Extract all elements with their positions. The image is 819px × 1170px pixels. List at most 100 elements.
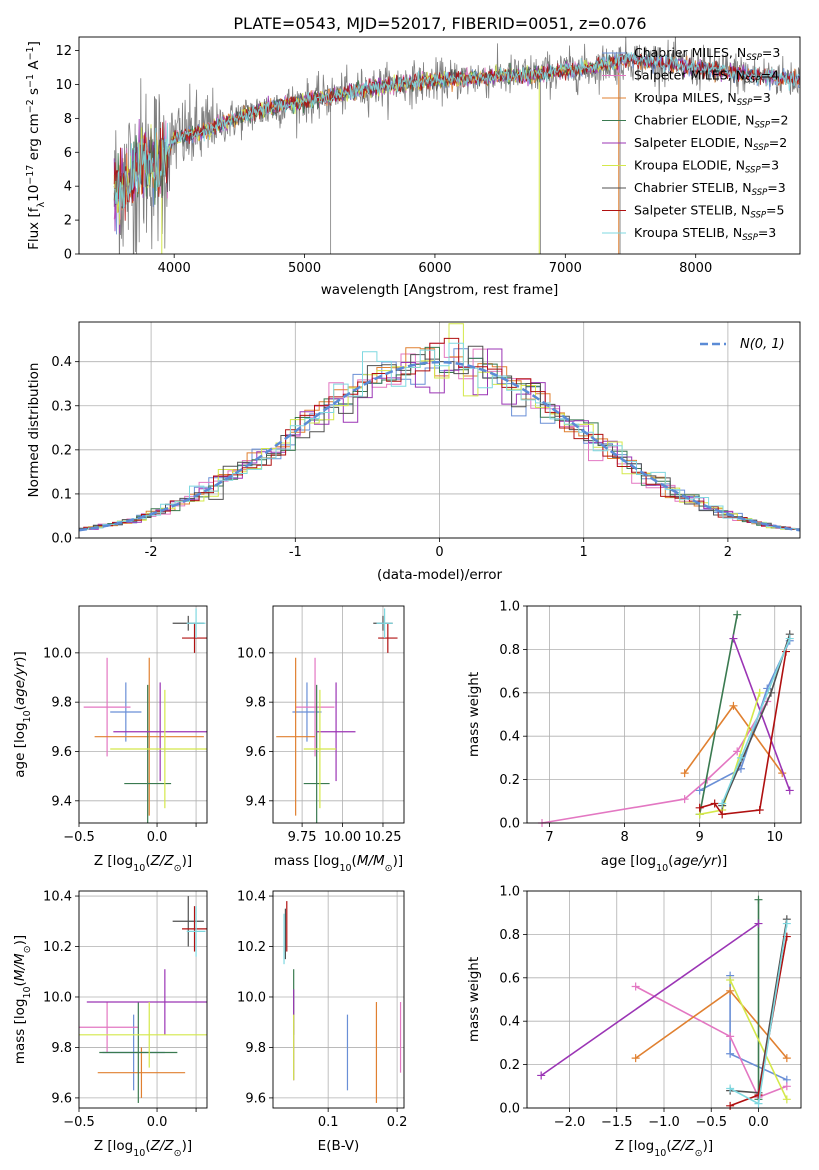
y-axis-label: mass weight xyxy=(466,957,482,1042)
label-part: ( xyxy=(666,1138,671,1154)
weight-marker xyxy=(754,1099,763,1108)
legend-text: Kroupa MILES, N xyxy=(634,90,737,105)
legend-sub: SSP xyxy=(737,98,753,108)
legend-text: Kroupa STELIB, N xyxy=(634,225,742,240)
weight-marker xyxy=(726,1101,735,1110)
label-part: λ xyxy=(36,202,47,208)
x-axis-label: mass [log10(M/M⊙)] xyxy=(274,853,403,874)
age-vs-Z-panel: −0.5 0.09.49.69.810.0Z [log10(Z/Z⊙)]age [… xyxy=(12,605,208,874)
weight-marker xyxy=(680,795,689,804)
legend-entry: Chabrier ELODIE, NSSP=2 xyxy=(634,113,789,131)
x-tick-label: 7000 xyxy=(549,261,582,276)
x-tick-label: 9 xyxy=(696,830,704,845)
weight-vs-Z-panel: −2.0 −1.5 −1.0 −0.5 0.0 0.0 0.2 0.4 0.6 0.8 1.0 Z [… xyxy=(466,885,802,1159)
x-tick-label: 0.0 xyxy=(147,1115,168,1130)
y-tick-label: 6 xyxy=(64,146,72,161)
x-axis-label: E(B-V) xyxy=(318,1138,360,1154)
y-tick-label: 10.0 xyxy=(43,990,72,1005)
x-tick-label: -1 xyxy=(289,545,302,560)
weight-series-line xyxy=(540,922,759,1077)
errorbars xyxy=(79,896,207,1103)
weight-marker xyxy=(733,747,742,756)
x-tick-label: 6000 xyxy=(418,261,451,276)
label-part: Z [log xyxy=(94,853,133,869)
label-part: ⊙ xyxy=(695,1148,703,1159)
legend-text: Kroupa ELODIE, N xyxy=(634,158,745,173)
y-tick-label: 8 xyxy=(64,112,72,127)
y-tick-label: 10.4 xyxy=(43,890,72,905)
y-tick-label: 0.6 xyxy=(499,686,520,701)
legend-entry: Salpeter ELODIE, NSSP=2 xyxy=(634,135,787,153)
axes-frame xyxy=(272,605,405,824)
label-part: s xyxy=(26,88,42,99)
weight-marker xyxy=(631,982,640,991)
y-tick-label: 0.2 xyxy=(499,1058,520,1073)
label-part: ( xyxy=(145,853,150,869)
label-part: −17 xyxy=(25,165,36,185)
y-tick-label: 0 xyxy=(64,248,72,263)
x-axis-label: wavelength [Angstrom, rest frame] xyxy=(321,282,559,298)
x-tick-label: −1.5 xyxy=(601,1115,633,1130)
label-part: A xyxy=(26,60,42,74)
label-part: erg cm xyxy=(26,113,42,164)
label-part: 10 xyxy=(133,863,145,874)
legend-tail: =4 xyxy=(761,68,779,83)
x-tick-label: 1 xyxy=(580,545,588,560)
label-part: )] xyxy=(393,853,404,869)
label-part: Z/Z xyxy=(671,1138,696,1154)
weight-marker xyxy=(718,810,727,819)
label-part: M/M xyxy=(12,953,28,981)
weight-marker xyxy=(537,1071,546,1080)
label-part: M/M xyxy=(357,853,385,869)
label-part: ⊙ xyxy=(22,945,33,953)
residuals-panel: -2 -1 0 1 2 0.0 0.1 0.2 0.3 0.4 (data-model)/error… xyxy=(26,321,801,583)
weight-marker xyxy=(631,1054,640,1063)
x-tick-label: 0.0 xyxy=(748,1115,769,1130)
label-part: age [log xyxy=(12,722,28,777)
weight-marker xyxy=(718,799,727,808)
y-axis-label: Flux [fλ10−17 erg cm−2 s−1 A−1] xyxy=(25,41,47,250)
legend-entry: Kroupa STELIB, NSSP=3 xyxy=(634,225,776,243)
weight-marker xyxy=(729,701,738,710)
label-part: )] xyxy=(12,651,28,662)
label-part: −1 xyxy=(25,46,36,60)
legend-entry: Salpeter STELIB, NSSP=5 xyxy=(634,203,784,221)
axes-frame xyxy=(78,890,208,1109)
weight-marker xyxy=(754,895,763,904)
label-part: ( xyxy=(12,705,28,710)
x-axis-label: (data-model)/error xyxy=(377,567,503,583)
label-part: age/yr xyxy=(673,853,718,869)
weight-marker xyxy=(785,634,794,643)
weight-series-line xyxy=(698,614,738,815)
legend-tail: =3 xyxy=(761,158,779,173)
x-tick-label: 8000 xyxy=(679,261,712,276)
y-tick-label: 0.0 xyxy=(51,532,72,547)
age-vs-mass-panel: 9.75 10.00 10.25 9.4 9.6 9.8 10.0 mass [log10(M… xyxy=(237,605,405,874)
label-part: Z/Z xyxy=(150,1138,175,1154)
x-tick-label: 0.1 xyxy=(318,1115,339,1130)
x-tick-label: 10.25 xyxy=(364,830,401,845)
axes-frame xyxy=(526,605,802,824)
label-part: ( xyxy=(352,853,357,869)
y-tick-label: 10.4 xyxy=(237,890,266,905)
residual-histogram-line xyxy=(79,348,800,530)
label-part: E(B-V) xyxy=(318,1138,360,1154)
y-tick-label: 0.8 xyxy=(499,928,520,943)
weight-marker xyxy=(782,919,791,928)
label-part: age/yr xyxy=(12,660,28,705)
weight-marker xyxy=(695,803,704,812)
label-part: mass [log xyxy=(274,853,340,869)
legend-entry: Kroupa MILES, NSSP=3 xyxy=(634,90,771,108)
legend-tail: =3 xyxy=(752,90,770,105)
y-tick-label: 10.0 xyxy=(237,646,266,661)
legend-sub: SSP xyxy=(754,121,770,131)
y-tick-label: 0.4 xyxy=(499,1015,520,1030)
x-tick-label: −2.0 xyxy=(554,1115,586,1130)
y-tick-label: 0.0 xyxy=(499,817,520,832)
x-tick-label: 10 xyxy=(766,830,783,845)
weight-marker xyxy=(695,786,704,795)
x-tick-label: −1.0 xyxy=(648,1115,680,1130)
y-tick-label: 9.6 xyxy=(51,745,72,760)
weight-marker xyxy=(726,986,735,995)
